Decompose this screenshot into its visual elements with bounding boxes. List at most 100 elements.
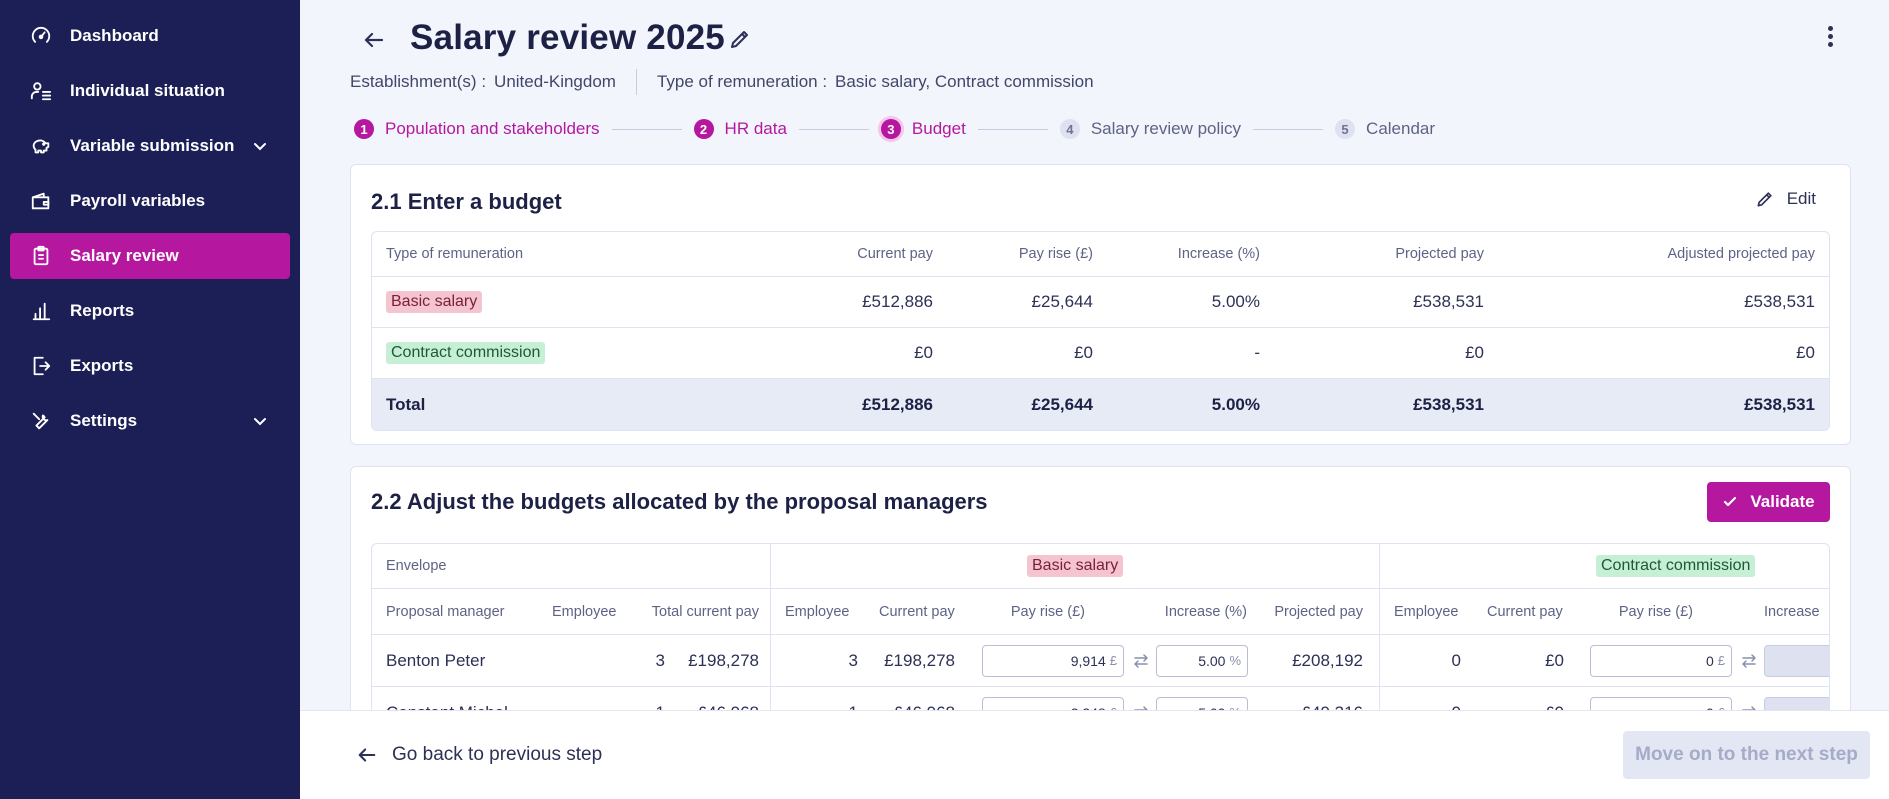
sidebar-item-reports[interactable]: Reports (10, 288, 290, 334)
previous-step-button[interactable]: Go back to previous step (356, 744, 602, 766)
proposal-manager: Benton Peter (386, 650, 486, 670)
unit-label: £ (1717, 653, 1725, 668)
pencil-icon[interactable] (728, 27, 752, 51)
envelope-card-title: 2.2 Adjust the budgets allocated by the … (371, 489, 988, 514)
page-title: Salary review 2025 (410, 18, 725, 57)
edit-budget-button[interactable]: Edit (1755, 189, 1816, 209)
step-salary-review-policy[interactable]: 4 Salary review policy (1059, 119, 1241, 139)
next-step-button[interactable]: Move on to the next step (1623, 731, 1870, 779)
table-header-row: Proposal manager Employee Total current … (372, 589, 1829, 635)
projected-pay: £538,531 (1413, 292, 1484, 311)
adjusted-projected-pay: £538,531 (1744, 292, 1815, 311)
sidebar-item-label: Variable submission (70, 136, 235, 155)
contract-commission-tag: Contract commission (1596, 555, 1756, 577)
swap-icon[interactable] (1132, 652, 1150, 670)
sidebar-item-individual-situation[interactable]: Individual situation (10, 68, 290, 114)
step-number: 1 (354, 119, 374, 139)
step-label: HR data (724, 119, 787, 138)
chevron-down-icon[interactable] (252, 138, 268, 154)
wallet-icon (30, 190, 52, 212)
pencil-icon (1757, 192, 1772, 207)
establishment-label: Establishment(s) : (350, 72, 487, 91)
sidebar-item-label: Payroll variables (70, 191, 206, 210)
step-population[interactable]: 1 Population and stakeholders (354, 119, 600, 139)
step-label: Calendar (1366, 119, 1436, 138)
export-icon (30, 355, 52, 377)
column-header: Pay rise (£) (1010, 603, 1085, 620)
sidebar-item-payroll-variables[interactable]: Payroll variables (10, 178, 290, 224)
sidebar-item-salary-review[interactable]: Salary review (10, 233, 290, 279)
commission-pay-rise-input[interactable]: 0£ (1590, 644, 1732, 677)
sidebar-item-variable-submission[interactable]: Variable submission (10, 123, 290, 169)
projected-pay: £538,531 (1413, 394, 1484, 414)
divider (635, 69, 637, 95)
step-number: 4 (1059, 119, 1080, 139)
validate-button[interactable]: Validate (1707, 482, 1830, 522)
column-header: Pay rise (£) (1618, 603, 1693, 620)
pay-rise: £0 (1074, 343, 1093, 362)
remuneration-tag: Basic salary (386, 291, 483, 313)
step-number: 5 (1335, 119, 1356, 139)
current-pay: £0 (1545, 650, 1564, 670)
step-number: 3 (880, 119, 901, 139)
bar-chart-icon (30, 300, 52, 322)
envelope-card: 2.2 Adjust the budgets allocated by the … (350, 466, 1851, 726)
column-header: Increase (1764, 603, 1820, 620)
sidebar: Dashboard Individual situation Variable … (0, 0, 300, 799)
total-current-pay: £198,278 (688, 650, 759, 670)
step-calendar[interactable]: 5 Calendar (1335, 119, 1435, 139)
envelope-label: Envelope (386, 558, 447, 574)
validate-label: Validate (1750, 492, 1815, 511)
remuneration-value: Basic salary, Contract commission (835, 72, 1094, 91)
projected-pay: £208,192 (1292, 650, 1363, 670)
remuneration-tag: Contract commission (386, 342, 546, 364)
tools-icon (30, 410, 52, 432)
chevron-down-icon[interactable] (252, 413, 268, 429)
step-budget[interactable]: 3 Budget (880, 119, 966, 139)
column-header: Employee (552, 603, 617, 620)
pay-rise: £25,644 (1031, 292, 1093, 311)
main-content: Salary review 2025 Establishment(s) : Un… (300, 0, 1889, 799)
pay-rise-input[interactable]: 9,914 £ (982, 644, 1124, 677)
remuneration-label: Type of remuneration : (656, 72, 828, 91)
gauge-icon (30, 25, 52, 47)
sidebar-item-exports[interactable]: Exports (10, 343, 290, 389)
current-pay: £512,886 (862, 394, 933, 414)
step-hr-data[interactable]: 2 HR data (693, 119, 787, 139)
unit-label: % (1229, 653, 1241, 668)
budget-card-title: 2.1 Enter a budget (371, 189, 562, 214)
column-header: Total current pay (651, 603, 759, 620)
column-header: Employee (785, 603, 850, 620)
commission-increase-input[interactable] (1764, 644, 1829, 677)
pay-rise-value: 9,914 (1070, 652, 1106, 669)
sidebar-item-label: Settings (70, 411, 138, 430)
swap-icon[interactable] (1740, 652, 1758, 670)
sidebar-item-settings[interactable]: Settings (10, 398, 290, 444)
employee-count: 3 (848, 650, 858, 670)
budget-table: Type of remuneration Current pay Pay ris… (371, 231, 1830, 431)
sidebar-item-dashboard[interactable]: Dashboard (10, 13, 290, 59)
table-total-row: Total £512,886 £25,644 5.00% £538,531 £5… (372, 379, 1829, 430)
step-connector (798, 128, 869, 130)
increase: - (1254, 343, 1260, 362)
budget-card: 2.1 Enter a budget Edit Type of remunera… (350, 164, 1851, 445)
step-label: Budget (911, 119, 966, 138)
pay-rise: £25,644 (1031, 394, 1093, 414)
employee-count: 0 (1451, 650, 1461, 670)
more-options-icon[interactable] (1820, 22, 1840, 50)
user-list-icon (30, 80, 52, 102)
column-header: Projected pay (1274, 603, 1363, 620)
adjusted-projected-pay: £538,531 (1744, 394, 1815, 414)
back-arrow-icon[interactable] (362, 28, 386, 52)
step-number: 2 (693, 119, 714, 139)
sidebar-item-label: Individual situation (70, 81, 225, 100)
sidebar-item-label: Salary review (70, 246, 179, 265)
basic-salary-tag: Basic salary (1027, 555, 1124, 577)
column-header: Adjusted projected pay (1667, 246, 1815, 262)
stepper: 1 Population and stakeholders 2 HR data … (354, 118, 1435, 140)
unit-label: £ (1109, 653, 1117, 668)
increase: 5.00% (1211, 292, 1260, 311)
pay-rise-value: 0 (1705, 652, 1714, 669)
establishment-value: United-Kingdom (494, 72, 616, 91)
increase-input[interactable]: 5.00% (1156, 644, 1248, 677)
